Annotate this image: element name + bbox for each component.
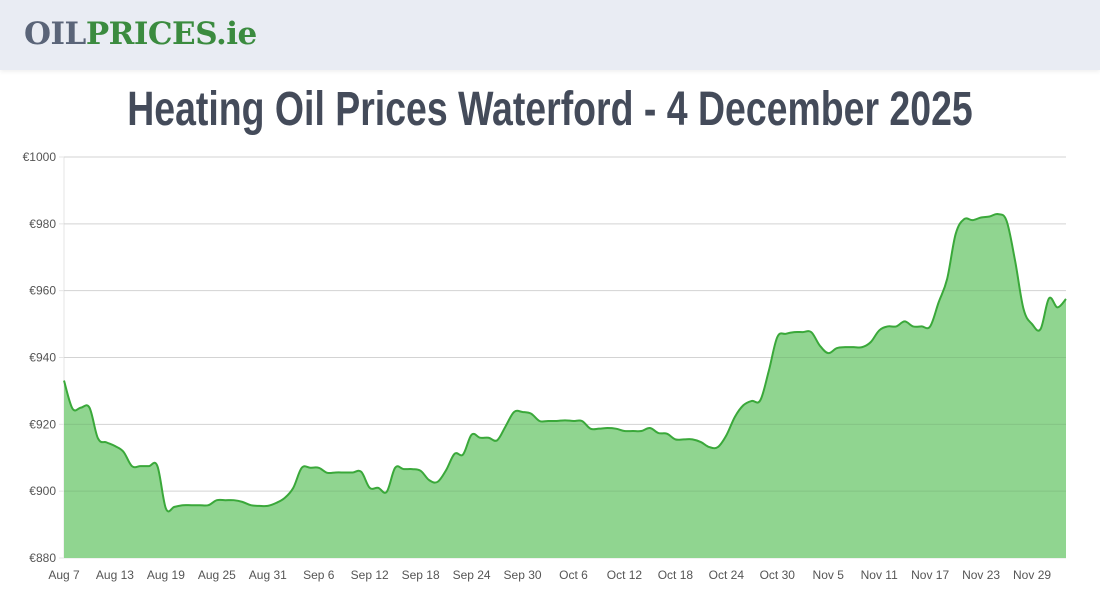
x-tick-label: Oct 24 — [709, 568, 745, 582]
x-tick-label: Oct 6 — [559, 568, 588, 582]
y-tick-label: €940 — [29, 351, 56, 365]
price-line — [63, 213, 1067, 513]
page-title-text: Heating Oil Prices Waterford - 4 Decembe… — [127, 83, 973, 136]
y-tick-label: €920 — [29, 417, 56, 431]
y-tick-label: €1000 — [23, 150, 57, 164]
y-tick-label: €880 — [29, 551, 56, 565]
y-tick-label: €900 — [29, 484, 56, 498]
x-tick-label: Oct 18 — [658, 568, 694, 582]
x-tick-label: Oct 30 — [760, 568, 796, 582]
x-tick-label: Sep 12 — [351, 568, 389, 582]
site-header: OILPRICES.ie — [0, 0, 1100, 70]
x-tick-label: Nov 5 — [813, 568, 845, 582]
x-tick-label: Aug 13 — [96, 568, 134, 582]
x-tick-label: Sep 6 — [303, 568, 335, 582]
y-tick-label: €960 — [29, 284, 56, 298]
page-title: Heating Oil Prices Waterford - 4 Decembe… — [0, 82, 1100, 137]
x-tick-label: Sep 24 — [453, 568, 491, 582]
x-tick-label: Aug 19 — [147, 568, 185, 582]
logo-text-oil: OIL — [24, 16, 86, 52]
x-tick-label: Aug 25 — [198, 568, 236, 582]
x-tick-label: Nov 17 — [911, 568, 949, 582]
logo-text-prices: PRICES.ie — [85, 16, 257, 52]
x-tick-label: Oct 12 — [607, 568, 643, 582]
price-area-fill — [64, 214, 1066, 558]
y-tick-label: €980 — [29, 217, 56, 231]
x-tick-label: Sep 30 — [504, 568, 542, 582]
x-tick-label: Nov 23 — [962, 568, 1000, 582]
x-tick-label: Sep 18 — [402, 568, 440, 582]
x-tick-label: Aug 7 — [48, 568, 80, 582]
site-logo[interactable]: OILPRICES.ie — [24, 16, 257, 52]
x-tick-label: Aug 31 — [249, 568, 287, 582]
x-tick-label: Nov 29 — [1013, 568, 1051, 582]
x-tick-label: Nov 11 — [861, 568, 898, 582]
